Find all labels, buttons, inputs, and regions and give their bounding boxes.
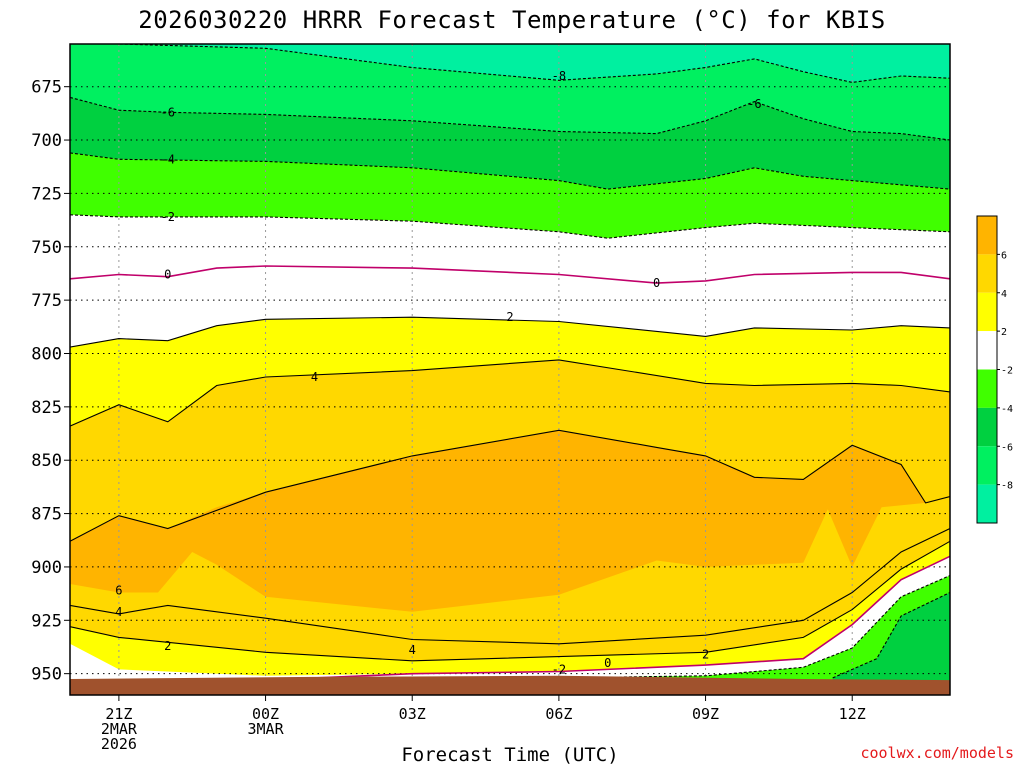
contour-label-12: 4 — [409, 643, 416, 657]
band-lower-minus2 — [558, 575, 950, 695]
ground-fill — [70, 675, 950, 695]
y-tick-label-800: 800 — [31, 344, 62, 364]
colorbar-band-6-8 — [977, 216, 997, 255]
colorbar-band-2-4 — [977, 292, 997, 332]
band-lower-minus4 — [832, 592, 950, 695]
contour--2 — [70, 214, 950, 239]
contour-label-1: -6 — [161, 105, 175, 119]
band-minus2-plus2 — [70, 214, 950, 348]
band-above-plus6 — [70, 430, 926, 612]
y-tick-label-700: 700 — [31, 131, 62, 151]
y-tick-label-950: 950 — [31, 665, 62, 685]
contour-label-13: 2 — [702, 647, 709, 661]
ground-surface — [70, 675, 950, 695]
chart-title: 2026030220 HRRR Forecast Temperature (°C… — [138, 6, 886, 34]
contour-label-0: -8 — [552, 69, 566, 83]
y-tick-label-925: 925 — [31, 611, 62, 631]
contour-lower-4 — [70, 528, 950, 645]
contour-lower-0 — [265, 555, 950, 681]
x-tick-label-2MAR: 2MAR — [101, 720, 138, 738]
contour--4 — [70, 152, 950, 190]
contour-label-5: 0 — [164, 268, 171, 282]
contour-label-10: 4 — [115, 605, 122, 619]
plot-frame — [69, 43, 951, 696]
contour-label-8: 4 — [311, 370, 318, 384]
x-tick-label-00Z: 00Z — [252, 705, 279, 723]
contour-label-14: 0 — [604, 656, 611, 670]
band-below-minus8 — [118, 44, 950, 83]
colorbar-band--4--2 — [977, 369, 997, 408]
contour-lower-minus2 — [558, 574, 950, 679]
colorbar-band-4-6 — [977, 254, 997, 293]
y-tick-label-775: 775 — [31, 291, 62, 311]
colorbar-label--6: -6 — [1001, 442, 1013, 453]
contour-6 — [70, 429, 950, 542]
contour-label-2: -6 — [747, 97, 761, 111]
band-lower-plus2 — [70, 541, 950, 695]
contour-label-9: 6 — [115, 583, 122, 597]
y-tick-label-850: 850 — [31, 451, 62, 471]
contour-label-3: -4 — [161, 152, 175, 166]
y-tick-label-825: 825 — [31, 398, 62, 418]
contour-label-11: 2 — [164, 639, 171, 653]
contour-lines — [70, 44, 950, 681]
x-axis-title-text: Forecast Time (UTC) — [401, 744, 619, 766]
y-tick-label-900: 900 — [31, 558, 62, 578]
x-tick-label-12Z: 12Z — [839, 705, 866, 723]
band-minus6-minus4 — [70, 97, 950, 190]
x-tick-label-09Z: 09Z — [692, 705, 719, 723]
colorbar-label--8: -8 — [1001, 481, 1013, 492]
contour-0 — [70, 265, 950, 284]
colorbar-label-2: 2 — [1001, 327, 1007, 338]
colorbar-band--2-2 — [977, 331, 997, 370]
contour-label-7: 2 — [506, 310, 513, 324]
contour-label-15: -2 — [552, 662, 566, 676]
x-tick-label-21Z: 21Z — [105, 705, 132, 723]
colorbar-label--2: -2 — [1001, 366, 1013, 377]
contour-4 — [70, 359, 950, 427]
colorbar-legend: 6 4 2 -2 -4 -6 -8 — [976, 215, 1013, 524]
grid-lines — [70, 44, 950, 695]
temperature-bands — [70, 44, 950, 695]
colorbar-band--8--6 — [977, 446, 997, 485]
contour-lower-2 — [70, 540, 950, 662]
x-tick-label-3MAR: 3MAR — [247, 720, 284, 738]
contour-lower-minus4 — [832, 592, 950, 679]
colorbar-band--10--8 — [977, 484, 997, 523]
y-tick-label-750: 750 — [31, 238, 62, 258]
colorbar-band--6--4 — [977, 407, 997, 447]
x-tick-label-03Z: 03Z — [399, 705, 426, 723]
y-axis: 675 700 725 750 775 800 825 850 875 900 925 950 — [31, 78, 70, 685]
colorbar-label--4: -4 — [1001, 404, 1013, 415]
contour-labels: -8 -6 -6 -4 -2 0 0 2 4 6 4 2 4 2 0 -2 — [115, 69, 761, 676]
x-axis-title: Forecast Time (UTC) — [0, 744, 1024, 766]
y-tick-label-675: 675 — [31, 78, 62, 98]
colorbar-label-4: 4 — [1001, 289, 1007, 300]
band-minus8-minus6 — [70, 44, 950, 140]
x-tick-label-2026: 2026 — [101, 735, 137, 753]
contour-label-6: 0 — [653, 276, 660, 290]
contour-label-4: -2 — [161, 210, 175, 224]
contour--8 — [112, 44, 950, 83]
band-minus4-minus2 — [70, 152, 950, 239]
y-tick-label-875: 875 — [31, 505, 62, 525]
contour-2 — [70, 316, 950, 348]
x-tick-label-06Z: 06Z — [545, 705, 572, 723]
source-credit[interactable]: coolwx.com/models — [860, 744, 1014, 762]
y-tick-label-725: 725 — [31, 184, 62, 204]
band-plus2-plus4 — [70, 317, 950, 427]
colorbar-label-6: 6 — [1001, 250, 1007, 261]
